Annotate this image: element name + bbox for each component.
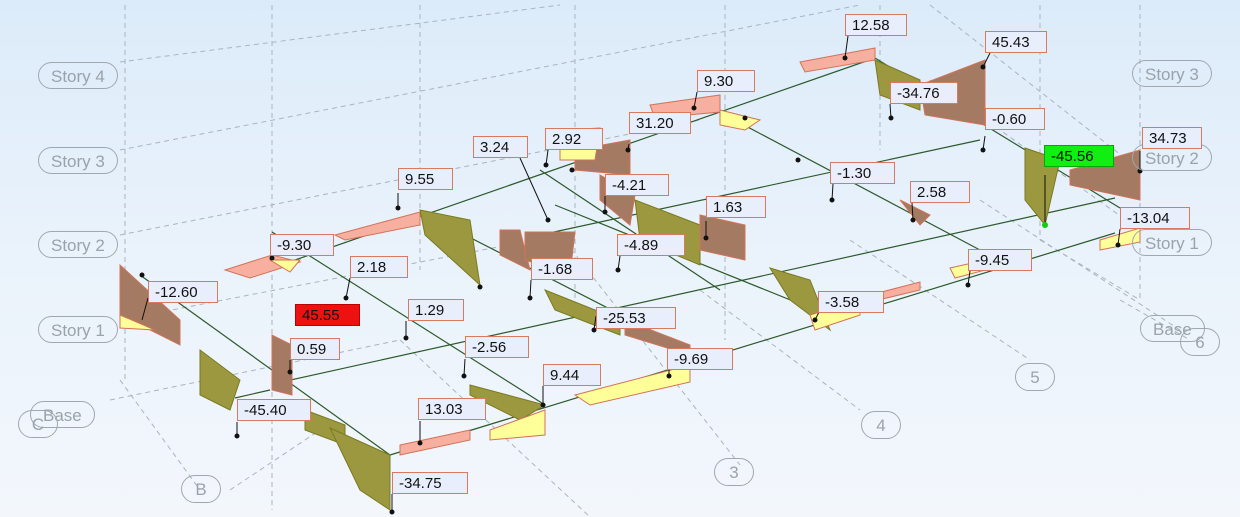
moment-label[interactable]: -34.76 [890,82,958,104]
moment-label[interactable]: 9.44 [543,364,601,386]
grid-axis-bubble-b[interactable]: B [181,475,221,503]
moment-label[interactable]: 34.73 [1142,127,1202,149]
moment-label[interactable]: 9.55 [398,168,453,190]
moment-label[interactable]: -9.69 [667,348,733,370]
moment-label[interactable]: 1.29 [408,299,464,321]
moment-label[interactable]: -4.89 [617,234,685,256]
moment-label[interactable]: -25.53 [596,307,676,329]
story-3-level-tag-right[interactable]: Story 3 [1132,60,1212,87]
moment-label[interactable]: -1.30 [830,162,895,184]
grid-axis-bubble-4[interactable]: 4 [861,411,901,439]
moment-label[interactable]: 0.59 [290,338,340,360]
max-moment-highlight-label[interactable]: 45.55 [295,304,360,326]
moment-label[interactable]: -12.60 [148,281,218,303]
moment-label[interactable]: -3.58 [818,291,884,313]
moment-label[interactable]: 13.03 [418,398,486,420]
story-3-level-tag-left[interactable]: Story 3 [38,147,118,174]
grid-axis-bubble-5[interactable]: 5 [1015,363,1055,391]
moment-label[interactable]: -9.45 [968,249,1032,271]
moment-label[interactable]: 12.58 [845,14,907,36]
moment-label[interactable]: 45.43 [985,31,1047,53]
grid-axis-bubble-3[interactable]: 3 [714,458,754,486]
moment-label[interactable]: -4.21 [605,174,669,196]
moment-label[interactable]: 2.58 [910,181,970,203]
moment-label[interactable]: 1.63 [706,196,766,218]
moment-label[interactable]: -1.68 [531,258,593,280]
moment-label[interactable]: 2.92 [545,128,603,150]
moment-label[interactable]: -13.04 [1120,207,1190,229]
story-1-level-tag-right[interactable]: Story 1 [1132,229,1212,256]
moment-label[interactable]: -9.30 [270,234,334,256]
moment-label[interactable]: 2.18 [350,256,408,278]
joint-dots [139,55,1143,515]
moment-label[interactable]: 31.20 [629,112,691,134]
min-moment-highlight-label[interactable]: -45.56 [1044,145,1114,167]
moment-label[interactable]: 3.24 [473,136,528,158]
story-1-level-tag-left[interactable]: Story 1 [38,316,118,343]
story-4-level-tag-left[interactable]: Story 4 [38,62,118,89]
story-2-level-tag-left[interactable]: Story 2 [38,231,118,258]
moment-label[interactable]: 9.30 [697,70,755,92]
moment-label[interactable]: -2.56 [465,336,529,358]
grid-axis-bubble-6[interactable]: 6 [1180,328,1220,356]
moment-label[interactable]: -45.40 [237,399,311,421]
moment-label[interactable]: -34.75 [392,472,468,494]
moment-label[interactable]: -0.60 [985,108,1045,130]
grid-axis-bubble-c[interactable]: C [18,410,58,438]
